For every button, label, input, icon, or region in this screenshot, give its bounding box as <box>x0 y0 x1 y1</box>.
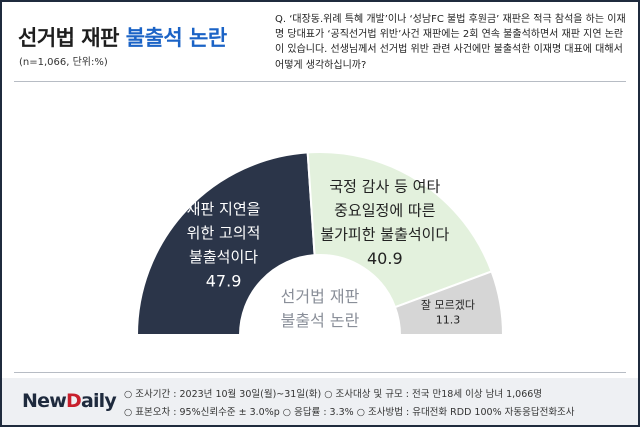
page-title: 선거법 재판 불출석 논란 <box>18 26 227 50</box>
slice-intentional-delay <box>135 151 316 336</box>
slice-value-unavoidable-schedule: 40.9 <box>367 249 403 268</box>
center-label-line-1: 선거법 재판 <box>281 287 360 306</box>
slice-value-dont-know: 11.3 <box>436 313 461 326</box>
sample-note: (n=1,066, 단위:%) <box>19 57 108 68</box>
slice-label-unavoidable-schedule: 국정 감사 등 여타 중요일정에 따른 불가피한 불출석이다 <box>320 178 449 244</box>
survey-info-line-1: ○ 조사기간 : 2023년 10월 30일(월)~31일(화) ○ 조사대상 … <box>124 389 543 400</box>
top-divider <box>14 81 626 82</box>
slice-unavoidable-schedule <box>306 151 493 309</box>
survey-info-line-2: ○ 표본오차 : 95%신뢰수준 ± 3.0%p ○ 응답률 : 3.3% ○ … <box>124 407 575 418</box>
survey-question: Q. ‘대장동.위례 특혜 개발’이나 ‘성남FC 불법 후원금’ 재판은 적극… <box>275 14 626 71</box>
slice-value-intentional-delay: 47.9 <box>206 271 242 290</box>
slice-label-intentional-delay: 재판 지연을 위한 고의적 불출석이다 <box>187 200 261 266</box>
center-label-line-2: 불출석 논란 <box>281 311 360 330</box>
bottom-divider <box>14 372 626 373</box>
title-highlight: 불출석 논란 <box>125 26 227 50</box>
slice-dont-know <box>393 270 505 336</box>
footer <box>2 378 638 425</box>
newdaily-logo: NewDaily <box>22 390 117 412</box>
slice-label-dont-know: 잘 모르겠다 <box>421 298 475 311</box>
